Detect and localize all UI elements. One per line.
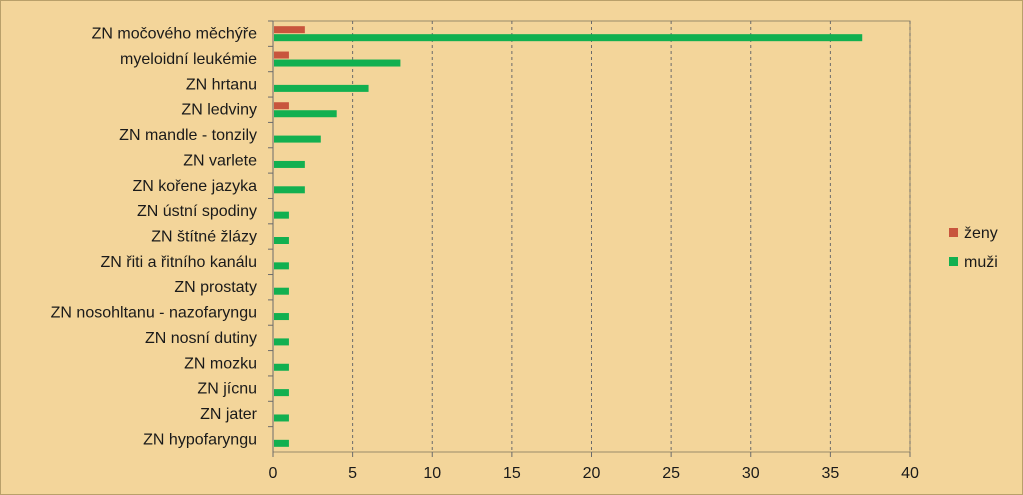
bar-muzi [274,262,289,270]
bar-zeny [274,51,289,59]
x-tick-label: 10 [423,465,441,482]
x-tick-label: 15 [503,465,521,482]
x-tick-label: 5 [348,465,357,482]
category-label: ZN mozku [184,355,257,372]
legend-label-zeny: ženy [964,225,998,242]
category-label: ZN nosohltanu - nazofaryngu [51,305,257,322]
bar-zeny [274,102,289,110]
bar-muzi [274,439,289,447]
bar-muzi [274,211,289,219]
category-label: ZN varlete [183,152,257,169]
legend-swatch-muzi [949,257,958,266]
bar-muzi [274,414,289,422]
x-tick-label: 0 [269,465,278,482]
category-label: ZN močového měchýře [92,26,257,43]
category-label: ZN ledviny [181,102,257,119]
bar-muzi [274,34,863,42]
x-tick-label: 25 [662,465,680,482]
bar-zeny [274,26,305,34]
category-label: ZN štítné žlázy [151,229,257,246]
category-label: ZN jícnu [197,381,257,398]
x-tick-label: 35 [821,465,839,482]
category-label: ZN hrtanu [186,76,257,93]
category-label: ZN řiti a řitního kanálu [100,254,257,271]
category-label: ZN mandle - tonzily [119,127,257,144]
bar-muzi [274,160,305,168]
x-tick-label: 30 [742,465,760,482]
bar-muzi [274,84,369,92]
category-label: ZN hypofaryngu [143,431,257,448]
legend-swatch-zeny [949,228,958,237]
bar-muzi [274,237,289,244]
category-label: ZN prostaty [174,279,257,296]
bar-muzi [274,135,321,143]
category-label: ZN kořene jazyka [133,178,258,195]
x-tick-label: 40 [901,465,919,482]
legend-label-muzi: muži [964,254,998,271]
bar-muzi [274,287,289,295]
bar-muzi [274,110,337,118]
x-tick-label: 20 [583,465,601,482]
bar-muzi [274,59,401,67]
bar-muzi [274,313,289,321]
category-label: ZN jater [200,406,258,423]
category-label: ZN nosní dutiny [145,330,257,347]
bar-muzi [274,186,305,194]
category-label: myeloidní leukémie [120,51,257,68]
bar-muzi [274,338,289,346]
bar-muzi [274,363,289,371]
bar-muzi [274,389,289,397]
category-label: ZN ústní spodiny [137,203,257,220]
